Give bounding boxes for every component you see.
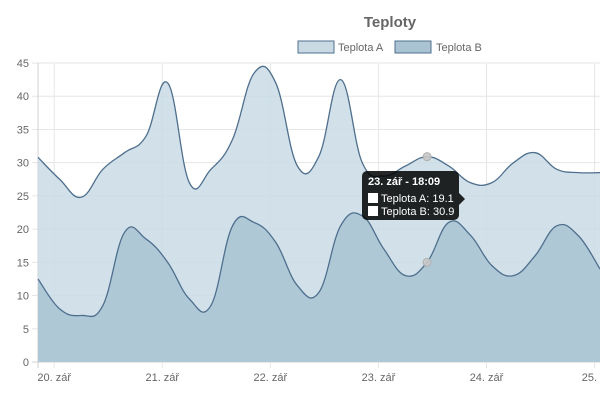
- tooltip-title: 23. zář - 18:09: [368, 176, 440, 188]
- series-areas: [37, 65, 600, 362]
- tooltip-box: [362, 171, 459, 220]
- y-tick-label: 15: [17, 257, 29, 269]
- legend-swatch-teplota-a: [297, 40, 335, 54]
- x-tick-label: 23. zář: [362, 372, 396, 384]
- y-tick-label: 30: [17, 158, 29, 170]
- tooltip-swatch-b: [368, 206, 378, 216]
- x-axis: 20. zář 21. zář 22. zář 23. zář 24. zář 25.: [37, 372, 597, 384]
- legend-label-teplota-a: Teplota A: [338, 42, 384, 54]
- tooltip-line-b: Teplota B: 30.9: [381, 206, 454, 218]
- x-tick-label: 21. zář: [145, 372, 179, 384]
- line-teplota-a: [37, 65, 600, 198]
- legend-label-teplota-b: Teplota B: [436, 42, 482, 54]
- x-tick-label: 25.: [582, 372, 597, 384]
- line-teplota-b: [37, 212, 600, 318]
- legend-swatch-teplota-b: [394, 40, 432, 54]
- y-tick-label: 45: [17, 58, 29, 70]
- y-tick-label: 40: [17, 91, 29, 103]
- y-tick-label: 20: [17, 224, 29, 236]
- y-tick-label: 0: [23, 357, 29, 369]
- y-tick-label: 10: [17, 291, 29, 303]
- y-tick-label: 5: [23, 324, 29, 336]
- tooltip-line-a: Teplota A: 19.1: [381, 193, 454, 205]
- y-axis: 0 5 10 15 20 25 30 35 40 45: [17, 58, 29, 369]
- y-tick-label: 25: [17, 191, 29, 203]
- point-teplota-b[interactable]: [422, 257, 432, 267]
- y-tick-label: 35: [17, 124, 29, 136]
- chart-title: Teploty: [364, 14, 417, 31]
- tooltip: 23. zář - 18:09 Teplota A: 19.1 Teplota …: [362, 171, 465, 220]
- legend: Teplota A Teplota B: [297, 40, 482, 54]
- tooltip-swatch-a: [368, 193, 378, 203]
- legend-item-teplota-b[interactable]: Teplota B: [394, 40, 482, 54]
- area-teplota-b: [38, 212, 600, 362]
- series-points: [422, 152, 432, 267]
- tooltip-caret: [459, 193, 465, 205]
- x-tick-label: 24. zář: [470, 372, 504, 384]
- x-tick-label: 20. zář: [37, 372, 71, 384]
- point-teplota-a[interactable]: [422, 152, 432, 162]
- x-tick-label: 22. zář: [254, 372, 288, 384]
- legend-item-teplota-a[interactable]: Teplota A: [297, 40, 384, 54]
